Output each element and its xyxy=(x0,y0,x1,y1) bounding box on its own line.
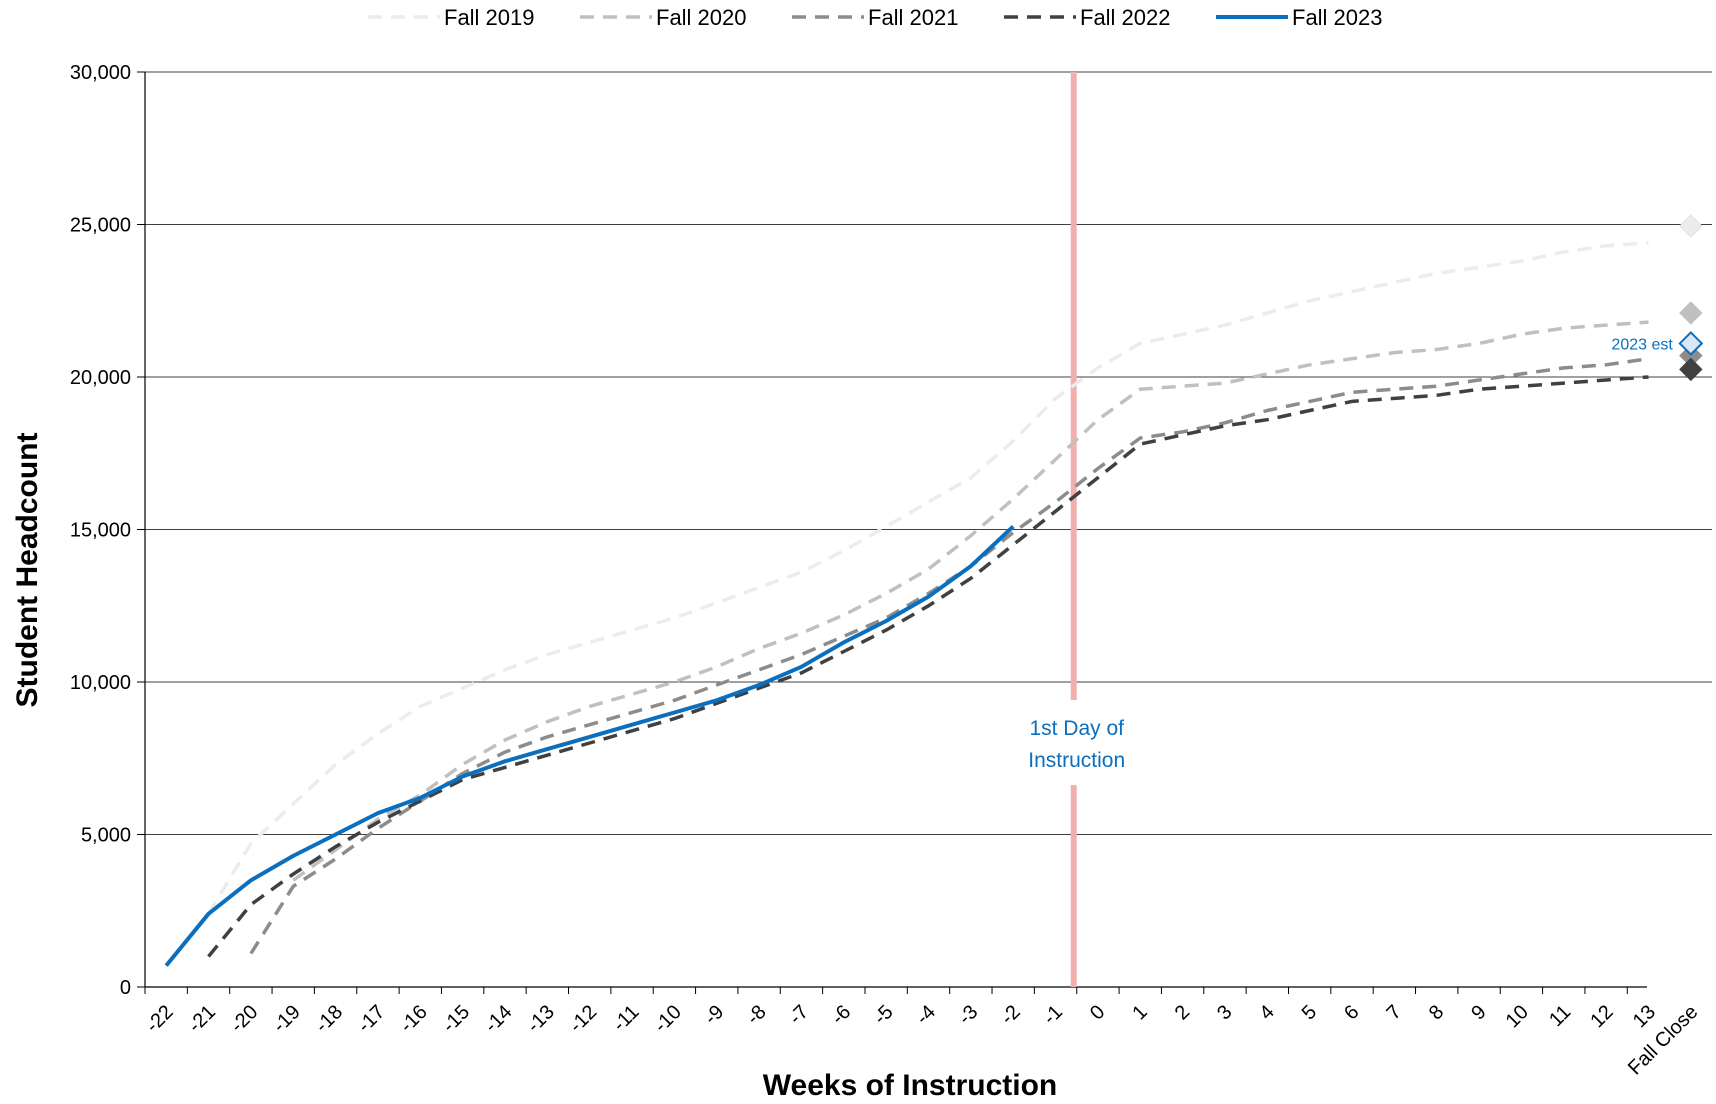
x-tick-label: -12 xyxy=(565,1001,601,1037)
y-tick-label: 5,000 xyxy=(81,825,131,847)
x-tick-label: -13 xyxy=(523,1001,559,1037)
x-tick-label: 4 xyxy=(1255,1001,1278,1024)
x-tick-label: -14 xyxy=(481,1001,517,1037)
x-tick-label: -21 xyxy=(184,1001,220,1037)
y-tick-label: 20,000 xyxy=(70,367,131,389)
x-tick-label: 7 xyxy=(1382,1001,1405,1024)
x-tick-label: -20 xyxy=(226,1001,262,1037)
x-tick-label: 13 xyxy=(1629,1001,1660,1032)
series-lines xyxy=(164,241,1649,967)
y-axis-title: Student Headcount xyxy=(11,432,44,707)
x-tick-label: -10 xyxy=(650,1001,686,1037)
x-tick-label: -18 xyxy=(311,1001,347,1037)
x-tick-label: 8 xyxy=(1425,1001,1448,1024)
legend-label: Fall 2021 xyxy=(868,5,959,30)
estimate-label: 2023 est xyxy=(1611,336,1673,353)
series-line-fall-2023 xyxy=(164,525,1015,967)
x-tick-label: -11 xyxy=(609,1001,644,1036)
y-tick-label: 30,000 xyxy=(70,62,131,84)
x-tick-label: -4 xyxy=(912,1001,940,1029)
x-tick-label: 3 xyxy=(1213,1001,1236,1024)
x-tick-label: -19 xyxy=(269,1001,305,1037)
x-tick-label: 6 xyxy=(1340,1001,1363,1024)
first-day-label-line1: 1st Day of xyxy=(1029,717,1124,740)
final-marker-fall-2019 xyxy=(1679,214,1703,238)
legend-label: Fall 2023 xyxy=(1292,5,1383,30)
y-tick-label: 15,000 xyxy=(70,520,131,542)
x-tick-label: -2 xyxy=(997,1001,1025,1029)
x-tick-label: -6 xyxy=(827,1001,855,1029)
x-tick-label: -7 xyxy=(785,1001,813,1029)
x-tick-label: 10 xyxy=(1502,1001,1533,1032)
final-markers: 2023 est xyxy=(1611,214,1704,382)
series-line-fall-2021 xyxy=(249,356,1649,955)
x-tick-label: -15 xyxy=(438,1001,474,1037)
y-tick-label: 25,000 xyxy=(70,215,131,237)
x-tick-label: -5 xyxy=(870,1001,898,1029)
x-tick-label: 1 xyxy=(1128,1001,1151,1024)
final-marker-fall-2020 xyxy=(1679,301,1703,325)
x-tick-label: -17 xyxy=(353,1001,389,1037)
y-tick-label: 0 xyxy=(120,977,131,999)
series-line-fall-2019 xyxy=(207,241,1649,915)
x-tick-label: -8 xyxy=(742,1001,770,1029)
x-tick-label: -16 xyxy=(396,1001,432,1037)
legend-label: Fall 2022 xyxy=(1080,5,1171,30)
x-tick-label: -3 xyxy=(954,1001,982,1029)
x-tick-label: 2 xyxy=(1171,1001,1194,1024)
x-tick-label: 9 xyxy=(1467,1001,1490,1024)
final-marker-fall-2022 xyxy=(1679,357,1703,382)
x-tick-label: 5 xyxy=(1298,1001,1321,1024)
x-tick-label: -22 xyxy=(142,1001,178,1037)
first-day-label-line2: Instruction xyxy=(1028,749,1125,772)
axes: 05,00010,00015,00020,00025,00030,000-22-… xyxy=(70,62,1703,1079)
legend-label: Fall 2020 xyxy=(656,5,747,30)
x-tick-label: 11 xyxy=(1545,1001,1575,1031)
series-line-fall-2020 xyxy=(292,320,1649,882)
final-marker-fall-2023 xyxy=(1678,331,1704,356)
series-line-fall-2022 xyxy=(207,375,1649,958)
x-tick-label: -9 xyxy=(700,1001,728,1029)
x-tick-label: -1 xyxy=(1039,1001,1067,1029)
gridlines xyxy=(145,71,1712,835)
y-tick-label: 10,000 xyxy=(70,672,131,694)
x-tick-label: 12 xyxy=(1586,1001,1617,1032)
x-axis-title: Weeks of Instruction xyxy=(763,1069,1058,1102)
x-tick-label: 0 xyxy=(1086,1001,1109,1024)
legend-label: Fall 2019 xyxy=(444,5,535,30)
legend: Fall 2019 Fall 2020 Fall 2021 Fall 2022 Fall… xyxy=(368,5,1383,30)
